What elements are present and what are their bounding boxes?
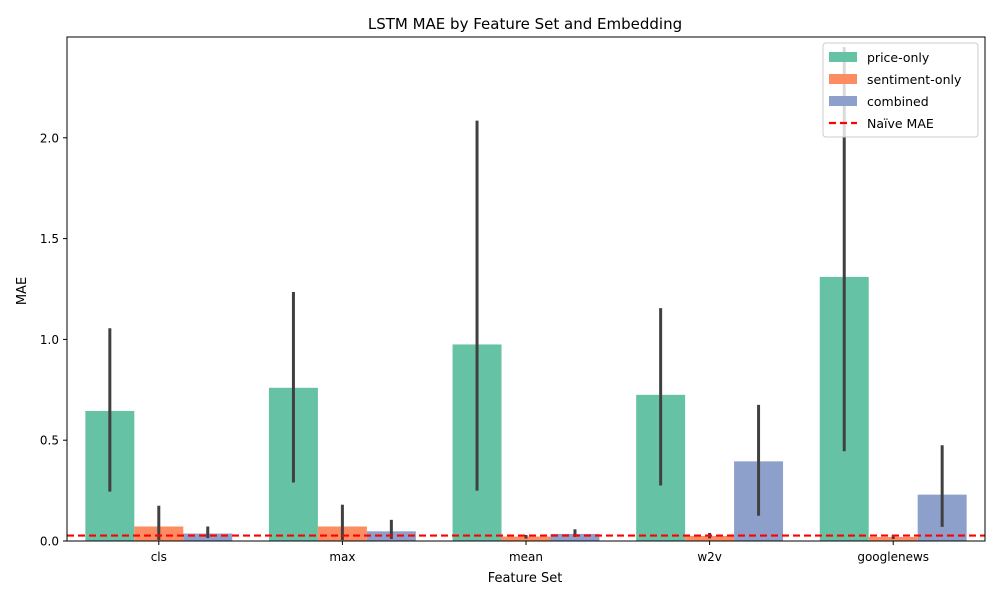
y-tick-label: 1.0 — [40, 333, 59, 347]
bar-sentiment-only-w2v — [685, 535, 735, 541]
legend-label-naive-mae: Naïve MAE — [867, 116, 934, 131]
y-tick-label: 2.0 — [40, 131, 59, 145]
x-axis-label: Feature Set — [488, 571, 563, 586]
legend-label-combined: combined — [867, 94, 929, 109]
chart-title: LSTM MAE by Feature Set and Embedding — [368, 15, 682, 33]
bar-combined-mean — [550, 533, 600, 541]
y-axis-label: MAE — [15, 277, 30, 305]
x-tick-label-w2v: w2v — [697, 550, 722, 564]
legend-swatch-combined — [829, 96, 857, 106]
legend: price-only sentiment-only combined Naïve MA… — [822, 42, 979, 138]
legend-swatch-sentiment-only — [829, 74, 857, 84]
legend-label-sentiment-only: sentiment-only — [867, 72, 962, 87]
x-tick-label-cls: cls — [151, 550, 167, 564]
y-tick-label: 0.0 — [40, 535, 59, 549]
legend-label-price-only: price-only — [867, 50, 930, 65]
legend-box — [822, 42, 979, 138]
legend-swatch-price-only — [829, 52, 857, 62]
x-tick-label-googlenews: googlenews — [857, 550, 929, 564]
x-tick-label-mean: mean — [509, 550, 543, 564]
x-tick-label-max: max — [329, 550, 355, 564]
bar-sentiment-only-mean — [501, 536, 551, 541]
plot-area: 0.0 0.5 1.0 1.5 2.0 cls max mean w2v googlenews — [40, 36, 986, 564]
y-tick-label: 0.5 — [40, 434, 59, 448]
y-tick-label: 1.5 — [40, 232, 59, 246]
